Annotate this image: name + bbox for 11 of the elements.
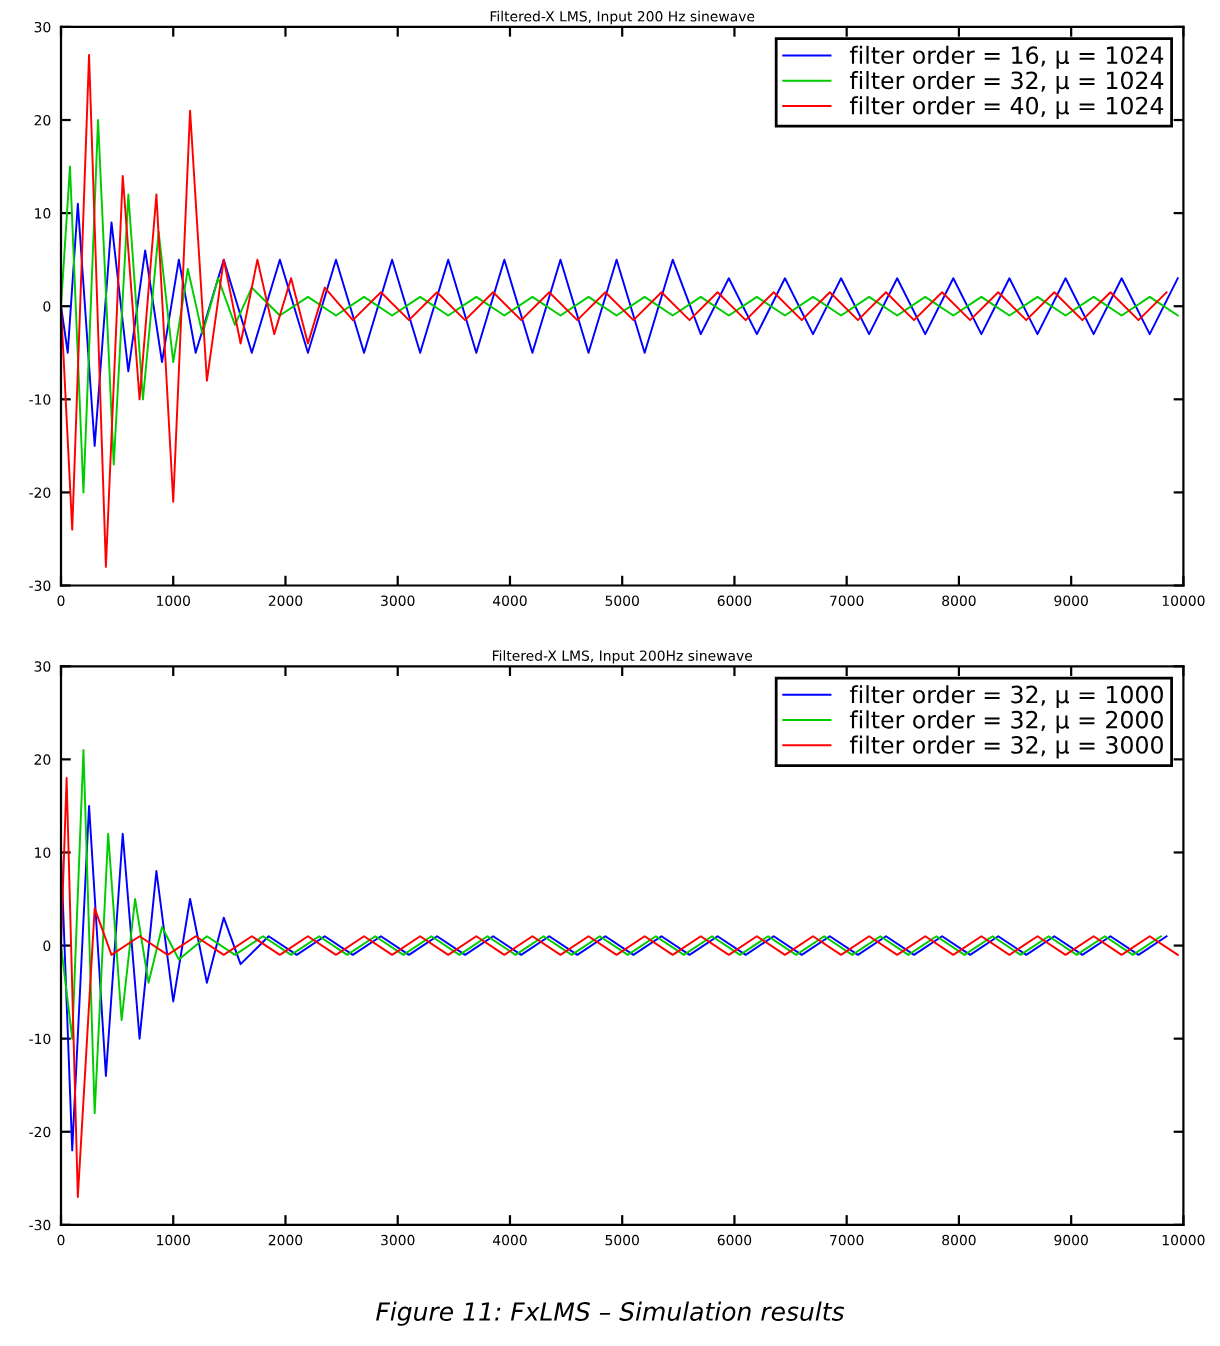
line-series — [61, 202, 1179, 447]
caption: Figure 11: FxLMS – Simulation results — [376, 1301, 845, 1326]
legend-label: filter order = 32, μ = 1000 — [849, 685, 1163, 709]
legend-label: filter order = 32, μ = 2000 — [849, 710, 1163, 734]
line-series — [61, 777, 1179, 1198]
line-series — [61, 119, 1179, 494]
line-series — [61, 804, 1168, 1152]
legend-label: filter order = 16, μ = 1024 — [849, 45, 1164, 69]
legend-label: filter order = 32, μ = 3000 — [849, 735, 1163, 759]
legend-label: filter order = 32, μ = 1024 — [849, 71, 1164, 94]
legend-label: filter order = 40, μ = 1024 — [849, 96, 1164, 120]
